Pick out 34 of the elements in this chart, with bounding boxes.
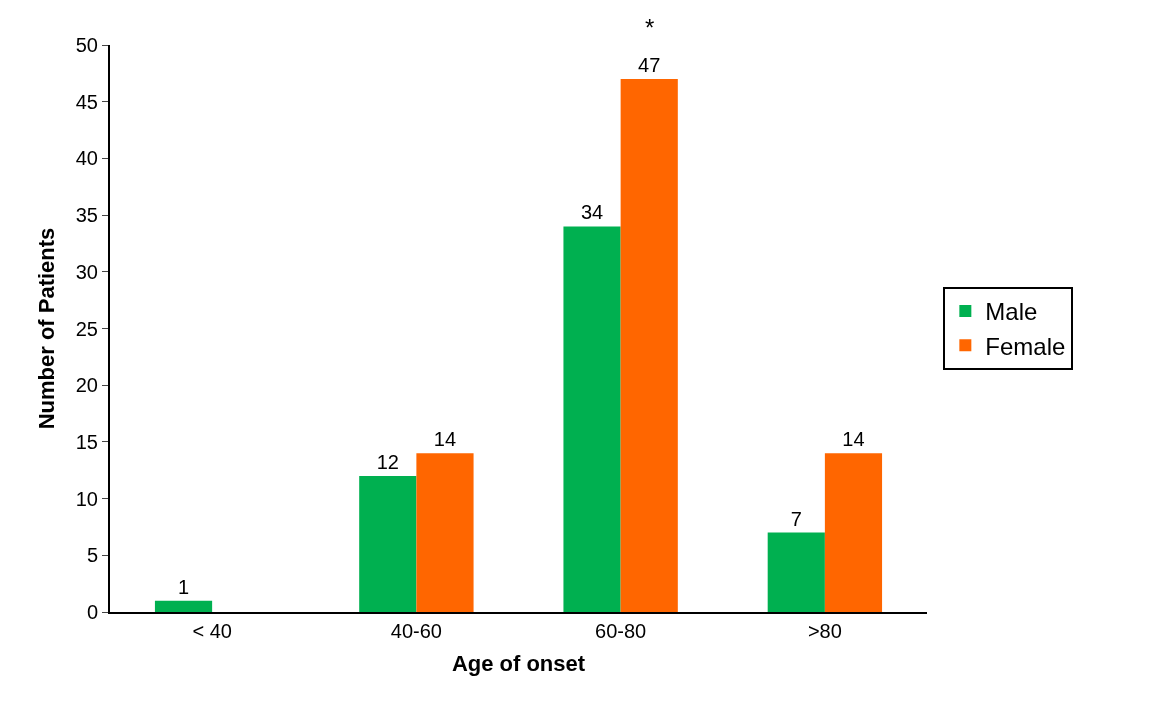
data-label: 47: [638, 54, 661, 77]
data-label: 14: [842, 428, 865, 451]
y-tick-label: 50: [75, 34, 98, 56]
x-tick-label: >80: [807, 620, 842, 642]
data-label: 7: [790, 507, 802, 530]
bar: [359, 475, 417, 612]
legend-label: Male: [985, 298, 1038, 326]
y-tick-label: 45: [75, 90, 98, 113]
bar: [563, 226, 621, 612]
x-axis-title: Age of onset: [451, 651, 586, 677]
data-label: 34: [580, 201, 604, 224]
annotation: *: [645, 14, 655, 41]
y-tick-label: 10: [75, 487, 98, 510]
y-axis-title: Number of Patients: [34, 227, 60, 430]
data-label: 14: [433, 428, 457, 451]
bar: [620, 79, 678, 612]
y-tick-label: 30: [75, 260, 98, 283]
data-label: 12: [376, 450, 399, 473]
bar: [154, 600, 213, 612]
bar: [824, 453, 883, 612]
legend-label: Female: [985, 332, 1066, 360]
y-tick-label: 40: [75, 147, 98, 170]
y-tick-label: 20: [75, 374, 98, 397]
x-tick-label: 40-60: [390, 620, 442, 642]
x-tick-label: 60-80: [595, 620, 647, 642]
y-tick-label: 35: [75, 204, 98, 227]
y-tick-label: 25: [75, 317, 98, 340]
bar: [767, 532, 825, 612]
y-tick-label: 0: [86, 601, 98, 623]
data-label: 1: [177, 575, 190, 598]
bar: [416, 453, 474, 612]
x-tick-label: < 40: [192, 620, 232, 642]
y-tick-label: 15: [75, 430, 98, 453]
y-tick-label: 5: [86, 544, 98, 567]
